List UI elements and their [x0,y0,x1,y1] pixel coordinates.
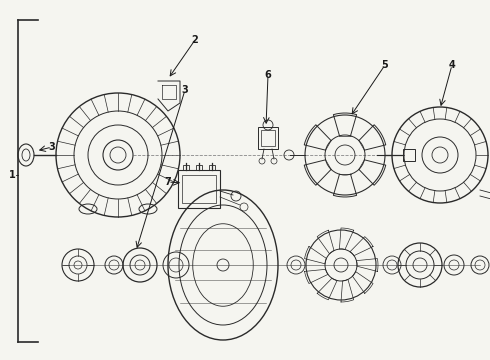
Text: 4: 4 [449,60,455,70]
Text: 6: 6 [265,70,271,80]
Text: 1: 1 [9,170,15,180]
Bar [403,149,415,161]
Bar [261,130,275,146]
Bar [209,165,215,170]
Bar [258,127,278,149]
Text: 3: 3 [182,85,188,95]
Bar [182,175,216,203]
Text: 5: 5 [382,60,389,70]
Text: 2: 2 [192,35,198,45]
Text: 7: 7 [165,177,172,187]
Bar [178,170,220,208]
Bar [196,165,202,170]
Text: 3: 3 [49,142,55,152]
Bar [183,165,189,170]
